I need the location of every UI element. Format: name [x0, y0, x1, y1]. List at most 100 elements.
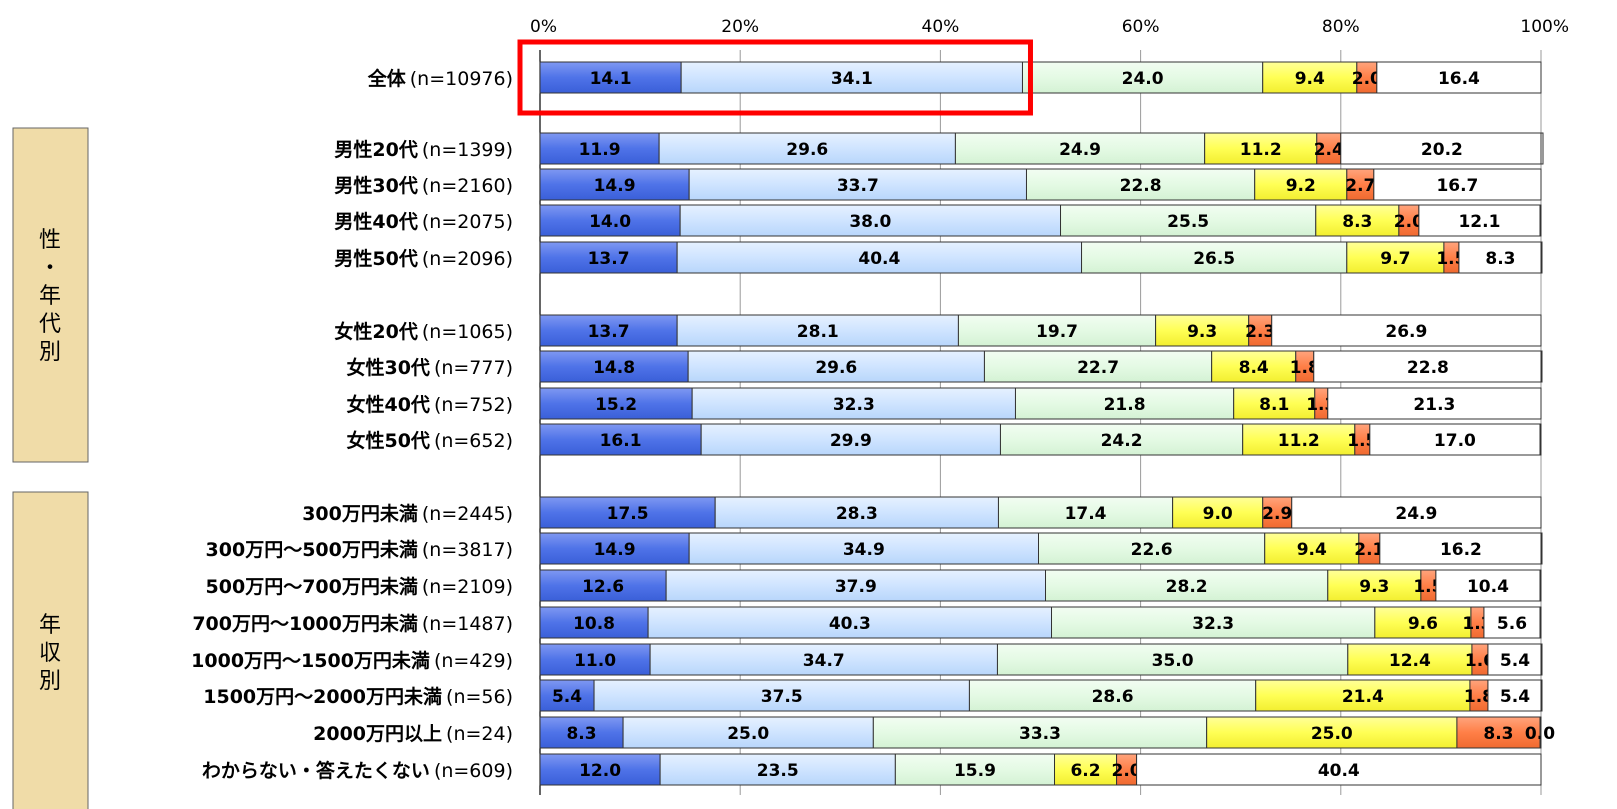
- bar-data-label: 37.9: [835, 577, 877, 597]
- x-tick-label: 60%: [1122, 17, 1160, 37]
- bar-data-label: 16.4: [1438, 69, 1480, 89]
- bar-segment: [688, 168, 1027, 201]
- bar-data-label: 12.0: [579, 761, 621, 781]
- row-label: わからない・答えたくない (n=609): [202, 759, 513, 782]
- row-label-n: (n=652): [434, 430, 513, 452]
- bar-data-label: 38.0: [849, 212, 891, 232]
- bar-segment: [658, 132, 956, 165]
- row-label-n: (n=2160): [422, 175, 513, 197]
- bar-data-label: 17.4: [1065, 504, 1107, 524]
- bar-data-label: 5.6: [1497, 614, 1527, 634]
- x-tick-label: 100%: [1520, 17, 1569, 37]
- bar-data-label: 9.2: [1286, 176, 1316, 196]
- bar-segment: [999, 423, 1244, 456]
- bar-data-label: 1.8: [1464, 687, 1494, 707]
- row-label-name: 1500万円～2000万円未満: [203, 685, 442, 708]
- bar-segment: [894, 753, 1056, 786]
- row-label-name: 500万円～700万円未満: [206, 575, 418, 598]
- highlight-box: [517, 39, 1033, 116]
- bar-segment: [676, 241, 1083, 274]
- highlight-layer: [517, 39, 1033, 116]
- bar-data-label: 9.3: [1359, 577, 1389, 597]
- bar-segment: [539, 387, 693, 420]
- bar-outline: [539, 496, 1542, 529]
- bar-row: 14.9 33.7 22.8 9.2 2.7 16.7: [539, 168, 1542, 201]
- group-label: 性・年代別: [39, 228, 61, 365]
- row-label: 男性50代 (n=2096): [334, 247, 513, 270]
- group-box: [12, 127, 89, 463]
- row-label-name: 全体: [367, 67, 407, 90]
- bar-segment: [1271, 314, 1542, 347]
- bar-segment: [1435, 569, 1541, 602]
- bar-segment: [539, 532, 690, 565]
- bar-data-label: 22.8: [1120, 176, 1162, 196]
- bar-row: 11.9 29.6 24.9 11.2 2.4 20.2: [539, 132, 1544, 165]
- bar-data-label: 33.3: [1019, 724, 1061, 744]
- bar-data-label: 34.7: [803, 651, 845, 671]
- bar-data-label: 16.7: [1436, 176, 1478, 196]
- bar-data-label: 20.2: [1421, 140, 1463, 160]
- row-label-name: わからない・答えたくない: [202, 759, 430, 782]
- row-label-name: 男性40代: [334, 210, 417, 233]
- bar-segment: [539, 241, 678, 274]
- bar-segment: [1255, 679, 1471, 712]
- bar-segment: [539, 168, 690, 201]
- bar-data-label: 22.6: [1131, 540, 1173, 560]
- bar-outline: [539, 643, 1542, 676]
- bar-segment: [1021, 61, 1264, 94]
- bar-segment: [679, 204, 1062, 237]
- x-tick-label: 0%: [530, 17, 557, 37]
- bar-data-label: 22.8: [1407, 358, 1449, 378]
- bar-segment: [1037, 532, 1266, 565]
- row-label-n: (n=1065): [422, 321, 513, 343]
- bar-segment: [983, 350, 1213, 383]
- bar-row: 12.0 23.5 15.9 6.2 2.0 40.4: [539, 753, 1542, 786]
- bar-data-label: 37.5: [761, 687, 803, 707]
- bar-data-label: 17.0: [1434, 431, 1476, 451]
- bar-data-label: 14.0: [589, 212, 631, 232]
- bar-data-label: 6.2: [1070, 761, 1100, 781]
- bar-data-label: 9.7: [1380, 249, 1410, 269]
- bar-row: 14.8 29.6 22.7 8.4 1.8 22.8: [539, 350, 1543, 383]
- bar-data-label: 8.3: [1485, 249, 1515, 269]
- row-label-n: (n=10976): [410, 68, 513, 90]
- bar-row: 15.2 32.3 21.8 8.1 1.3 21.3: [539, 387, 1542, 420]
- bar-data-label: 11.2: [1240, 140, 1282, 160]
- bar-data-label: 24.0: [1122, 69, 1164, 89]
- row-label: 全体 (n=10976): [367, 67, 513, 90]
- row-label: 女性20代 (n=1065): [334, 320, 513, 343]
- bar-outline: [539, 350, 1542, 383]
- bar-data-label: 8.3: [1342, 212, 1372, 232]
- bar-data-label: 19.7: [1036, 322, 1078, 342]
- bar-row: 14.9 34.9 22.6 9.4 2.1 16.2: [539, 532, 1543, 565]
- bar-data-label: 11.9: [579, 140, 621, 160]
- bar-data-label: 8.1: [1259, 395, 1289, 415]
- bar-data-label: 2.0: [1394, 212, 1424, 232]
- bar-outline: [539, 168, 1542, 201]
- bar-data-label: 24.9: [1059, 140, 1101, 160]
- row-label-name: 男性50代: [334, 247, 417, 270]
- bar-outline: [539, 606, 1542, 639]
- bar-row: 17.5 28.3 17.4 9.0 2.9 24.9: [539, 496, 1542, 529]
- bar-outline: [539, 532, 1542, 565]
- row-label: 男性40代 (n=2075): [334, 210, 513, 233]
- bar-data-label: 9.6: [1408, 614, 1438, 634]
- bar-segment: [1315, 204, 1400, 237]
- bar-segment: [1313, 350, 1543, 383]
- row-label-name: 300万円未満: [302, 502, 418, 525]
- bar-data-label: 11.0: [574, 651, 616, 671]
- row-label-n: (n=2075): [422, 211, 513, 233]
- bar-data-label: 12.1: [1458, 212, 1500, 232]
- row-label-name: 女性30代: [346, 356, 429, 379]
- row-label-n: (n=56): [446, 686, 513, 708]
- bar-row: 14.1 34.1 24.0 9.4 2.0 16.4: [539, 61, 1542, 94]
- group-label: 年収別: [39, 613, 61, 694]
- bar-segment: [957, 314, 1157, 347]
- bar-data-label: 9.0: [1203, 504, 1233, 524]
- bar-data-label: 25.0: [727, 724, 769, 744]
- bar-data-label: 21.3: [1413, 395, 1455, 415]
- bar-segment: [1081, 241, 1348, 274]
- bar-data-label: 21.4: [1342, 687, 1384, 707]
- row-label: 女性30代 (n=777): [346, 356, 513, 379]
